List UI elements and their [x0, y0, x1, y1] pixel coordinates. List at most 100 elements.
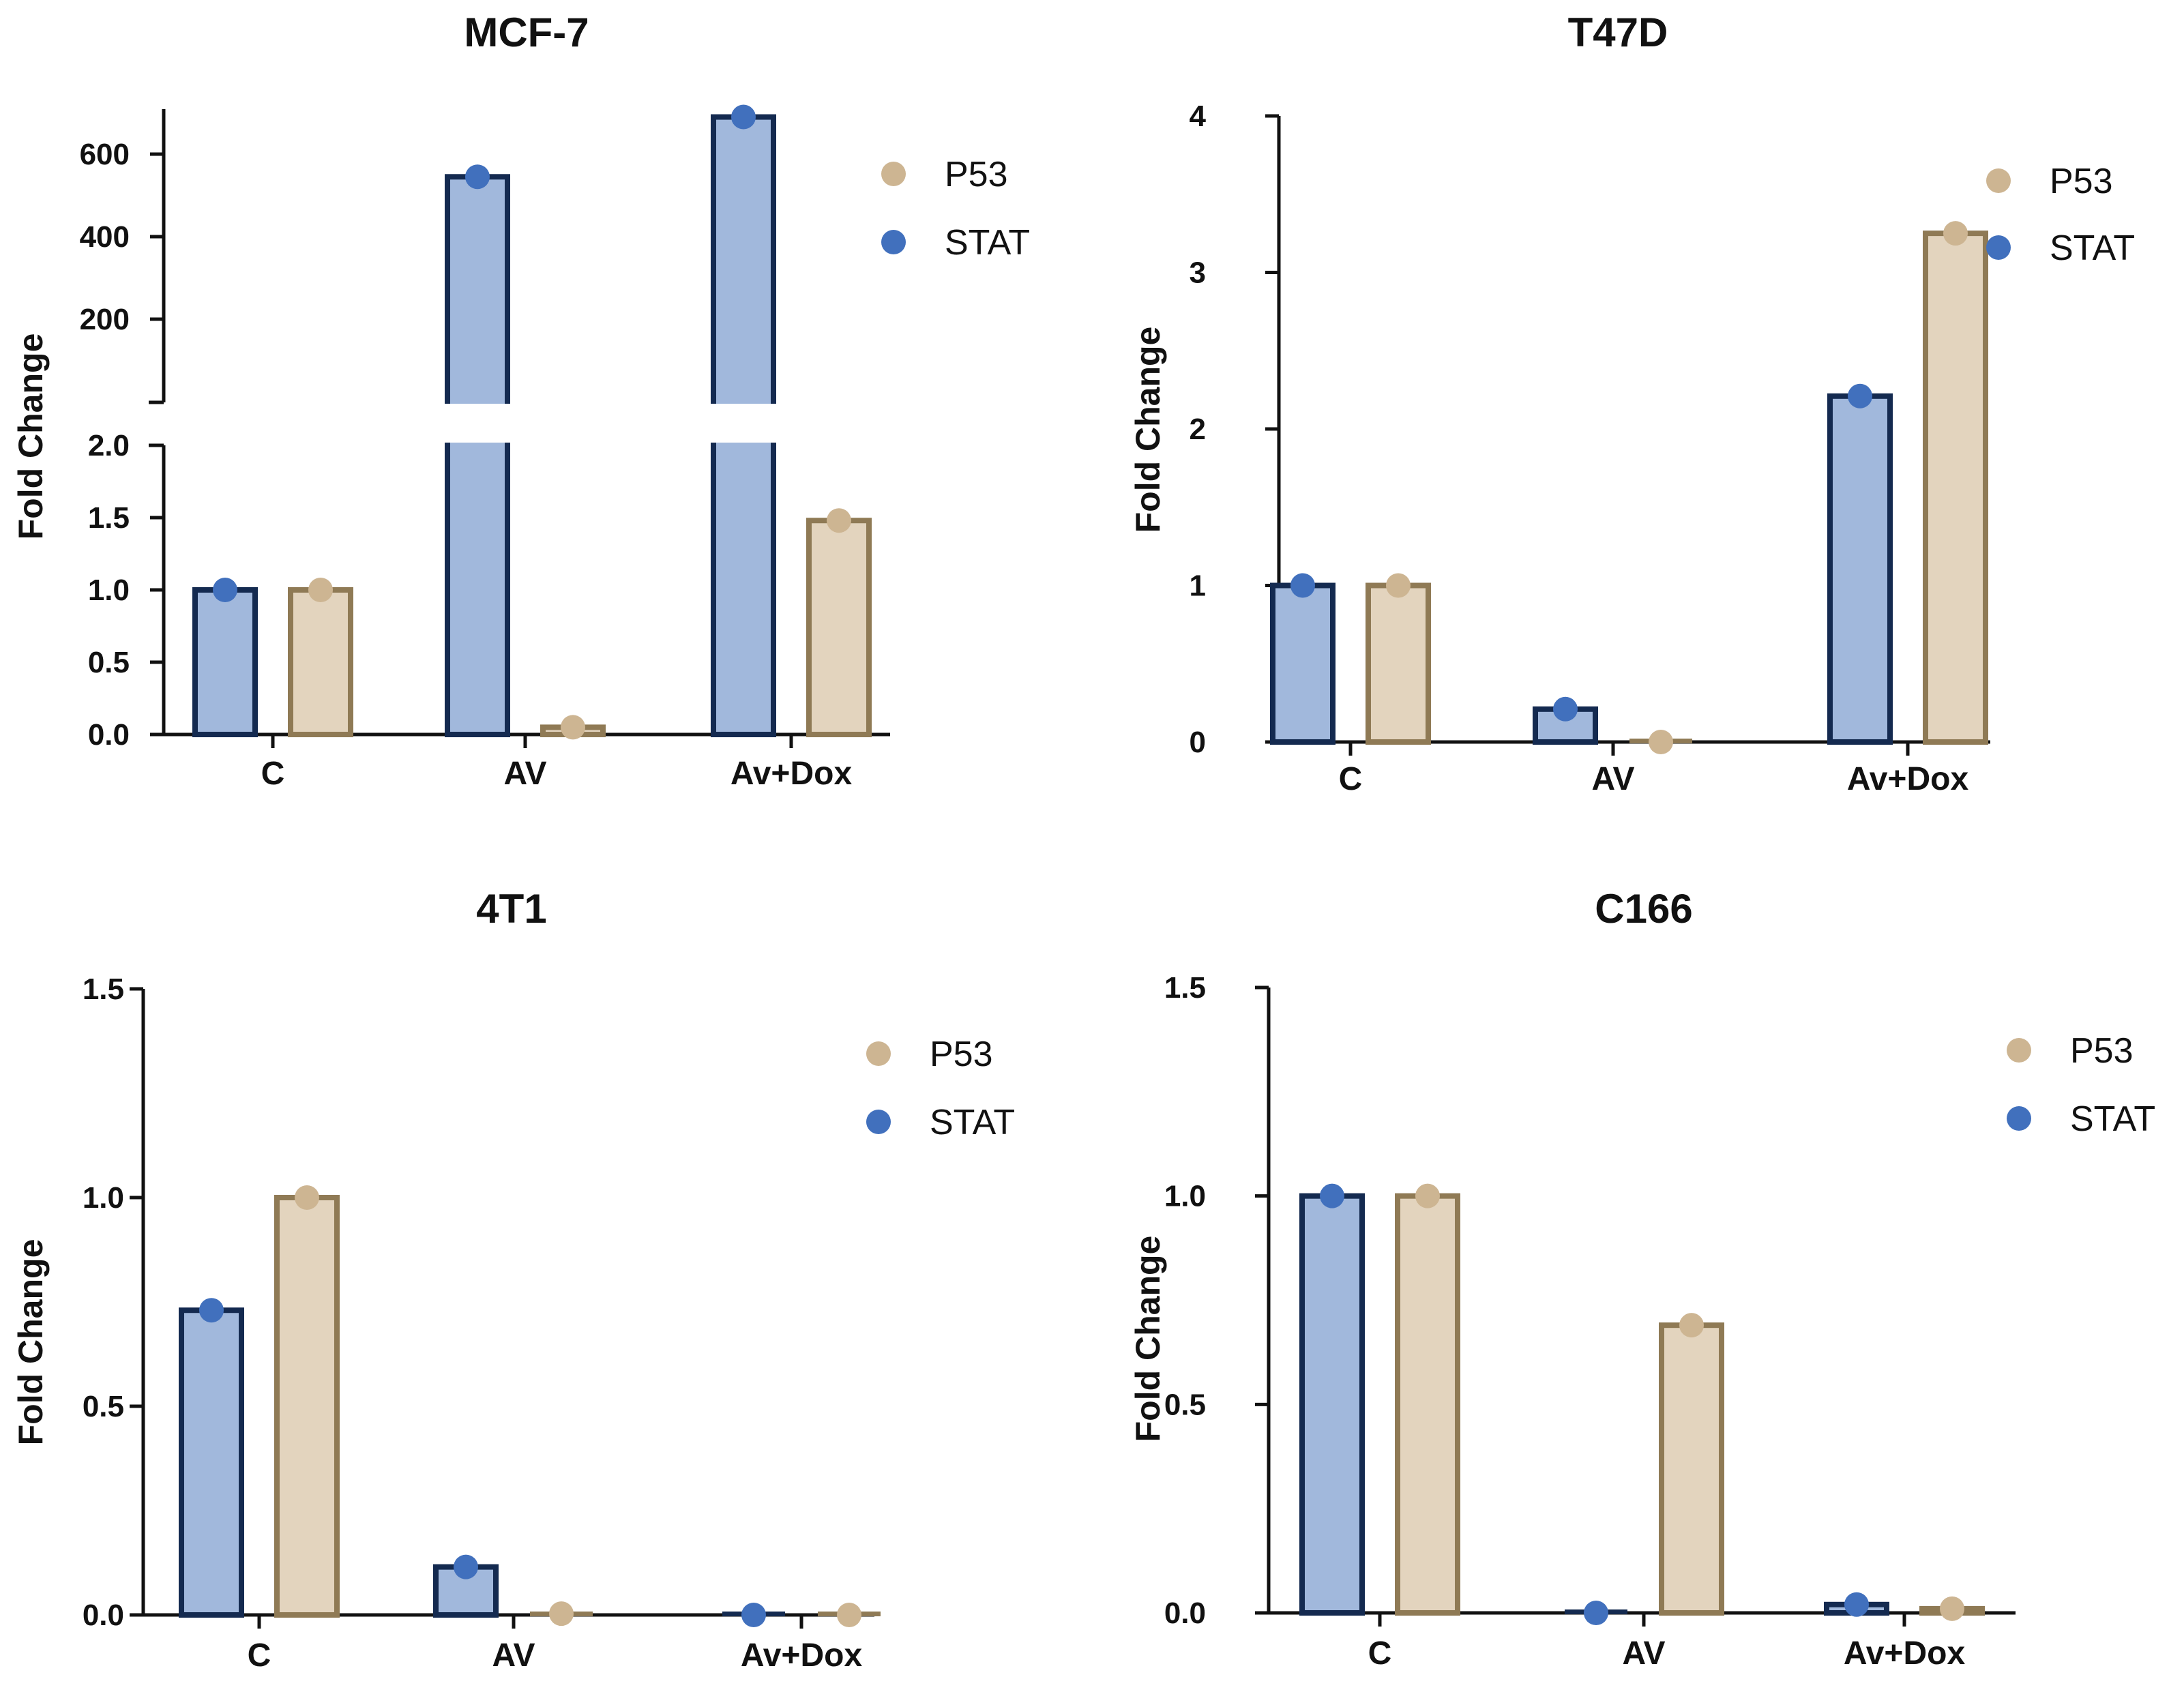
x-tick-label: AV [503, 756, 546, 792]
chart-title: MCF-7 [464, 10, 589, 55]
chart-title: 4T1 [476, 886, 546, 932]
point-stat [199, 1298, 224, 1323]
y-tick-label: 1 [1190, 569, 1206, 603]
point-p53 [561, 715, 585, 740]
point-stat [1844, 1592, 1869, 1617]
x-tick-label: Av+Dox [1847, 761, 1969, 797]
point-stat [1584, 1601, 1608, 1625]
legend-marker-p53 [881, 162, 906, 186]
chart-4t1: 4T1 Fold Change 0.0 0.5 1.0 1.5 C AV Av+Dox P53 ST… [12, 886, 1015, 1674]
y-tick-label: 1.5 [83, 973, 124, 1006]
point-p53 [1649, 730, 1673, 754]
legend-label-p53: P53 [2050, 162, 2113, 201]
bar-stat [1270, 582, 1336, 745]
y-tick-label: 0.5 [88, 646, 130, 679]
y-tick-label: 0 [1190, 726, 1206, 759]
bar-stat [179, 1307, 244, 1618]
x-tick-label: Av+Dox [1844, 1635, 1966, 1672]
point-p53 [549, 1601, 574, 1627]
point-stat [1290, 573, 1315, 598]
chart-title: T47D [1568, 10, 1668, 55]
y-tick-label: 0.0 [1164, 1597, 1206, 1630]
y-tick-label: 1.0 [88, 574, 130, 607]
legend-label-p53: P53 [945, 155, 1008, 194]
point-p53 [1386, 573, 1411, 598]
point-stat [1848, 383, 1872, 409]
legend-marker-stat [1986, 235, 2011, 260]
chart-title: C166 [1595, 886, 1692, 932]
point-stat [1553, 696, 1578, 722]
bar-p53 [1923, 231, 1988, 745]
bar-p53 [1366, 582, 1431, 745]
x-tick-label: C [1368, 1635, 1392, 1672]
bar-p53 [1395, 1193, 1460, 1616]
y-axis-label: Fold Change [12, 333, 50, 540]
y-axis-label: Fold Change [12, 1239, 50, 1446]
point-p53 [837, 1603, 861, 1627]
bar-p53 [806, 518, 872, 737]
legend-label-stat: STAT [945, 223, 1030, 263]
legend-label-stat: STAT [930, 1103, 1015, 1142]
point-p53 [308, 578, 333, 602]
y-tick-label: 3 [1190, 256, 1206, 290]
chart-mcf-7: MCF-7 Fold Change 0.0 0.5 1.0 1.5 2.0 200 400 600… [12, 10, 1030, 792]
y-tick-label: 1.0 [83, 1181, 124, 1215]
point-p53 [827, 508, 851, 533]
point-p53 [1679, 1313, 1704, 1338]
y-axis-label: Fold Change [1129, 1236, 1167, 1442]
legend-marker-stat [2007, 1106, 2031, 1131]
bar-p53 [288, 587, 353, 737]
point-stat [741, 1603, 766, 1627]
x-tick-label: C [261, 756, 285, 792]
bar-stat [1299, 1193, 1365, 1616]
bar-stat [445, 174, 510, 737]
x-tick-label: AV [1622, 1635, 1665, 1672]
legend-marker-p53 [2007, 1038, 2031, 1063]
legend-label-p53: P53 [930, 1035, 993, 1074]
y-tick-label: 1.0 [1164, 1180, 1206, 1213]
y-tick-label: 2 [1190, 413, 1206, 446]
y-tick-label: 1.5 [88, 501, 130, 535]
point-p53 [1943, 221, 1968, 246]
legend-marker-stat [866, 1110, 891, 1134]
point-p53 [1940, 1596, 1964, 1621]
y-tick-label: 0.5 [83, 1390, 124, 1423]
point-stat [1320, 1183, 1344, 1208]
x-tick-label: Av+Dox [741, 1637, 863, 1674]
y-tick-label: 200 [80, 303, 130, 336]
legend-label-p53: P53 [2070, 1031, 2134, 1071]
point-p53 [1415, 1183, 1440, 1208]
x-tick-label: C [248, 1637, 271, 1674]
y-tick-label: 0.5 [1164, 1388, 1206, 1421]
x-tick-label: AV [1591, 761, 1634, 797]
point-stat [454, 1554, 478, 1579]
point-p53 [295, 1185, 319, 1210]
y-tick-label: 600 [80, 138, 130, 171]
legend-marker-p53 [866, 1041, 891, 1066]
legend-label-stat: STAT [2070, 1099, 2155, 1139]
bar-stat [192, 587, 258, 737]
legend-marker-p53 [1986, 168, 2011, 193]
chart-c166: C166 Fold Change 0.0 0.5 1.0 1.5 C AV Av+Dox P53 S… [1129, 886, 2155, 1672]
bar-p53 [274, 1195, 340, 1618]
point-stat [465, 164, 490, 190]
chart-t47d: T47D Fold Change 0 1 2 3 4 C AV Av+Dox P53 STAT [1129, 10, 2135, 797]
y-tick-label: 0.0 [88, 718, 130, 752]
y-tick-label: 0.0 [83, 1599, 124, 1632]
y-axis-label: Fold Change [1129, 327, 1167, 533]
y-tick-label: 4 [1190, 100, 1207, 133]
y-tick-label: 2.0 [88, 429, 130, 462]
point-stat [731, 104, 756, 130]
bar-p53 [1659, 1322, 1724, 1616]
legend-label-stat: STAT [2050, 228, 2135, 268]
y-tick-label: 1.5 [1164, 971, 1206, 1005]
legend-marker-stat [881, 230, 906, 254]
axis-break-gap [177, 404, 890, 443]
y-tick-label: 400 [80, 220, 130, 254]
x-tick-label: C [1339, 761, 1363, 797]
bar-stat [1827, 393, 1893, 745]
x-tick-label: AV [492, 1637, 535, 1674]
point-stat [213, 578, 237, 602]
x-tick-label: Av+Dox [731, 756, 853, 792]
